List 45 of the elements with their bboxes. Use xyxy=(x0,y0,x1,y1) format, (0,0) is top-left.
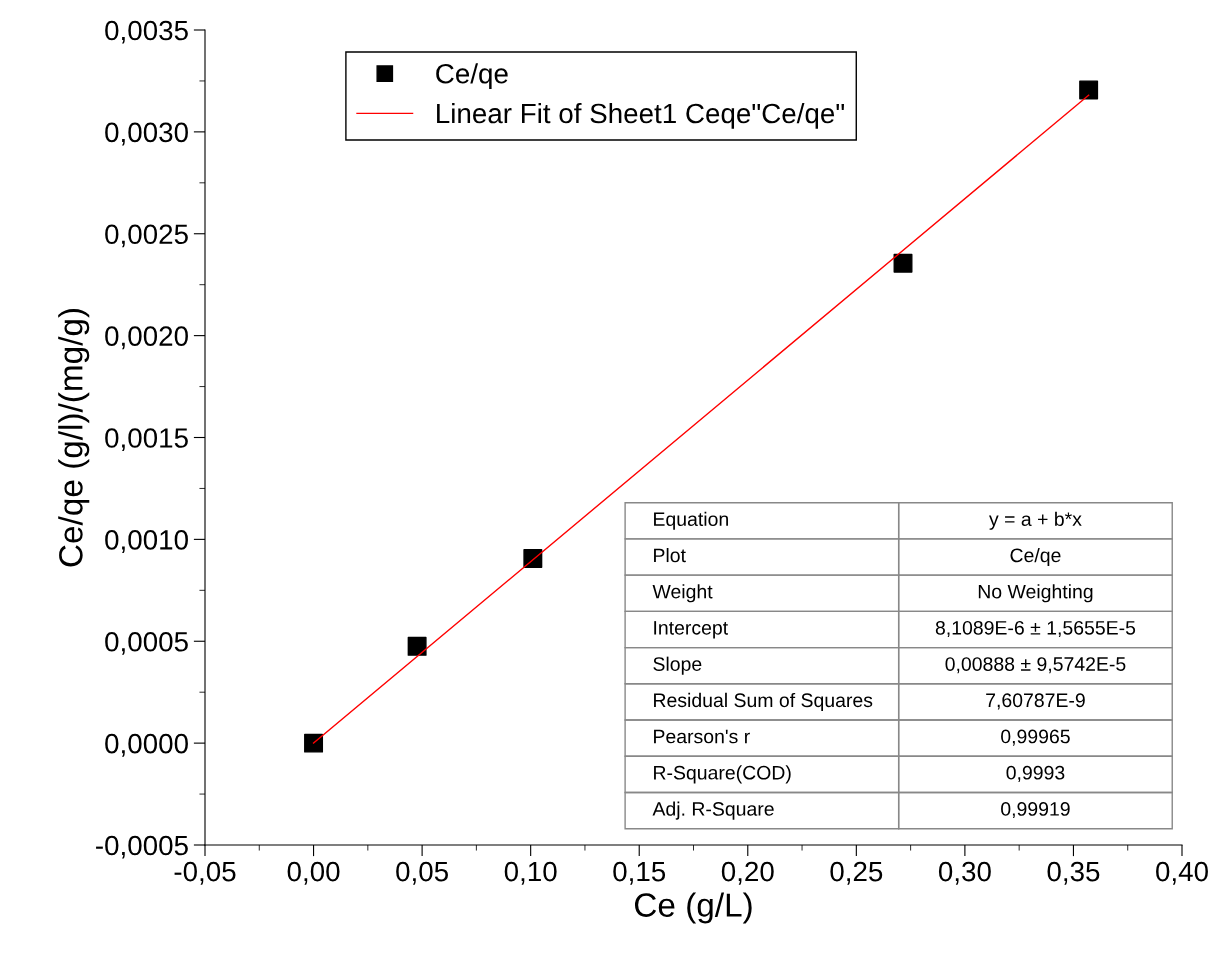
y-axis-title: Ce/qe (g/l)/(mg/g) xyxy=(58,308,90,567)
x-tick-label: 0,25 xyxy=(830,861,883,885)
x-tick-label: 0,30 xyxy=(938,861,991,885)
legend-label: Linear Fit of Sheet1 Ceqe"Ce/qe" xyxy=(437,102,845,129)
x-tick-label: 0,20 xyxy=(721,861,774,885)
x-tick-label: 0,40 xyxy=(1156,861,1208,885)
annotation: 0,99919 xyxy=(1001,802,1070,819)
x-tick-label: -0,05 xyxy=(174,861,236,885)
x-tick-label: 0,35 xyxy=(1047,861,1100,885)
y-tick-label: -0,0005 xyxy=(96,835,188,859)
annotation: Intercept xyxy=(654,621,728,639)
x-axis-title: Ce (g/L) xyxy=(634,892,752,924)
y-tick-label: 0,0035 xyxy=(105,20,188,44)
annotation: 7,60787E-9 xyxy=(986,693,1085,710)
annotation: Adj. R-Square xyxy=(652,801,774,820)
annotation: 8,1089E-6 ± 1,5655E-5 xyxy=(935,620,1136,637)
annotation: R-Square(COD) xyxy=(654,765,791,784)
legend-label: Ce/qe xyxy=(436,63,508,90)
annotation: Residual Sum of Squares xyxy=(654,692,873,711)
annotation: 0,9993 xyxy=(1006,765,1065,782)
annotation: No Weighting xyxy=(978,584,1093,603)
annotation: Plot xyxy=(654,547,686,563)
y-tick-label: 0,0030 xyxy=(105,122,188,146)
y-tick-label: 0,0010 xyxy=(105,530,188,553)
annotation: y = a + b*x xyxy=(989,511,1082,530)
point xyxy=(1079,80,1099,100)
y-tick-label: 0,0025 xyxy=(105,224,188,248)
point xyxy=(893,253,913,273)
point xyxy=(407,636,427,656)
annotation: Pearson's r xyxy=(654,729,750,744)
y-tick-label: 0,0005 xyxy=(105,631,188,655)
y-tick-label: 0,0000 xyxy=(105,733,188,757)
annotation: Ce/qe xyxy=(1010,547,1061,567)
y-tick-label: 0,0015 xyxy=(105,428,188,452)
annotation: Slope xyxy=(653,656,702,675)
y-tick-label: 0,0020 xyxy=(105,326,188,350)
x-tick-label: 0,00 xyxy=(287,861,340,885)
annotation: 0,99965 xyxy=(1001,729,1070,746)
annotation: 0,00888 ± 9,5742E-5 xyxy=(945,657,1126,674)
point xyxy=(304,733,324,753)
x-tick-label: 0,15 xyxy=(613,861,666,885)
x-tick-label: 0,05 xyxy=(396,861,448,885)
annotation: Equation xyxy=(654,511,728,530)
x-tick-label: 0,10 xyxy=(504,861,557,885)
annotation: Weight xyxy=(652,584,713,603)
